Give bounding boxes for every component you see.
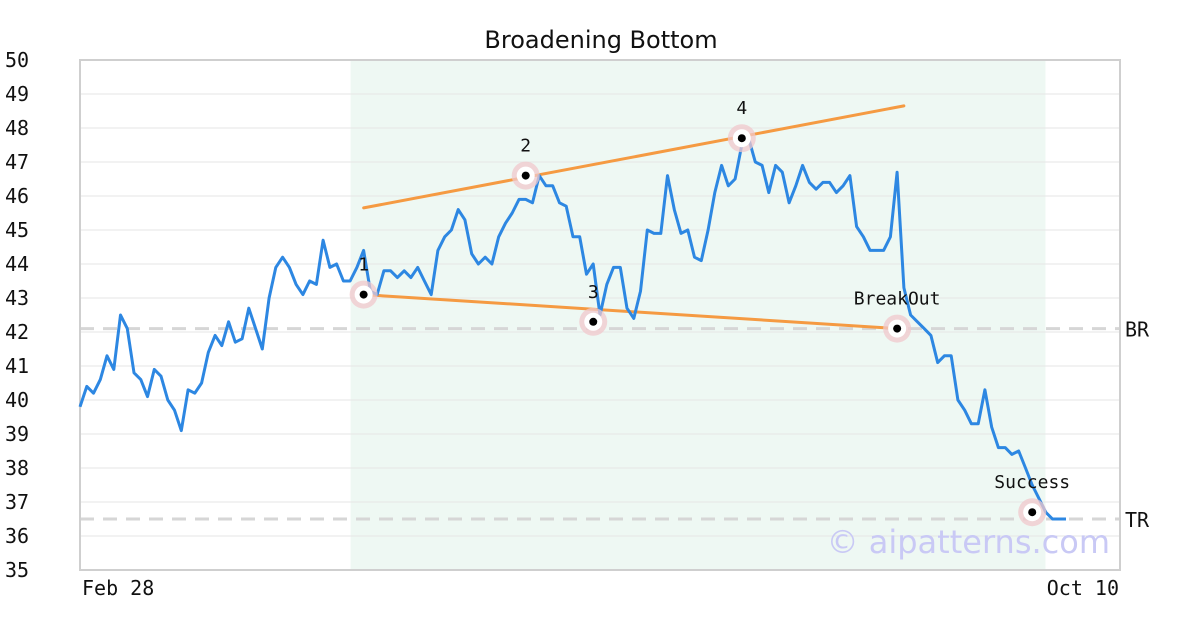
pivot-markers: 1 2 3 4 BreakOut Success [349, 98, 1070, 527]
y-tick-label: 35 [5, 558, 29, 582]
chart-title: Broadening Bottom [484, 26, 717, 54]
y-tick-label: 49 [5, 82, 29, 106]
pivot-label: 3 [588, 282, 599, 303]
x-start-label: Feb 28 [82, 576, 154, 600]
trendline-upper [362, 104, 906, 210]
reference-label: TR [1125, 508, 1150, 532]
y-tick-label: 37 [5, 490, 29, 514]
y-tick-label: 39 [5, 422, 29, 446]
pivot-dot [737, 134, 746, 143]
y-tick-label: 48 [5, 116, 29, 140]
watermark: © aipatterns.com [827, 523, 1110, 561]
pivot-label: Success [994, 472, 1070, 493]
plot-frame [79, 59, 1121, 571]
y-tick-label: 41 [5, 354, 29, 378]
y-tick-label: 43 [5, 286, 29, 310]
y-tick-label: 50 [5, 48, 29, 72]
y-tick-label: 42 [5, 320, 29, 344]
pivot-dot [521, 171, 530, 180]
y-tick-label: 36 [5, 524, 29, 548]
y-tick-label: 46 [5, 184, 29, 208]
y-tick-label: 40 [5, 388, 29, 412]
price-series-line [78, 136, 1066, 521]
x-end-label: Oct 10 [1047, 576, 1119, 600]
y-tick-label: 38 [5, 456, 29, 480]
pivot-label: 2 [520, 136, 531, 157]
y-tick-label: 47 [5, 150, 29, 174]
pivot-dot [893, 324, 902, 333]
pivot-dot [359, 290, 368, 299]
pivot-dot [1028, 508, 1037, 517]
reference-label: BR [1125, 318, 1150, 342]
y-tick-label: 45 [5, 218, 29, 242]
pivot-label: BreakOut [854, 289, 941, 310]
y-axis-ticks: 50 49 48 47 46 45 44 43 42 41 40 39 38 37 36 35 [5, 48, 29, 582]
grid-lines [80, 59, 1120, 571]
pivot-label: 1 [358, 255, 369, 276]
pivot-dot [589, 317, 598, 326]
pivot-label: 4 [736, 98, 747, 119]
y-tick-label: 44 [5, 252, 29, 276]
